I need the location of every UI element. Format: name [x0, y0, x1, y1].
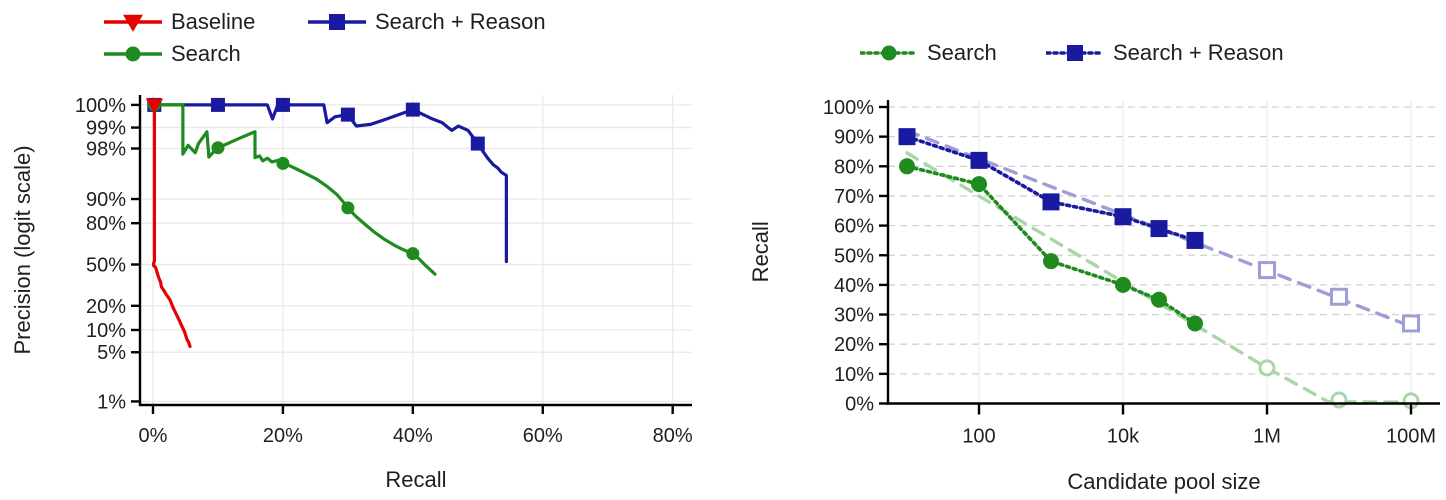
svg-text:50%: 50% — [86, 255, 126, 277]
recall-vs-pool-chart: 0% 10% 20% 30% 40% 50% 60% 70% 80% 90% 100% 100 10k 1… — [748, 97, 1440, 494]
svg-text:80%: 80% — [653, 425, 693, 447]
svg-text:Precision (logit scale): Precision (logit scale) — [10, 145, 35, 354]
svg-text:20%: 20% — [263, 425, 303, 447]
svg-text:10%: 10% — [86, 320, 126, 342]
svg-text:Recall: Recall — [748, 221, 773, 282]
legend-item-search-reason-right: Search + Reason — [1046, 40, 1284, 66]
baseline-legend-marker — [104, 14, 162, 32]
svg-text:100M: 100M — [1386, 426, 1436, 448]
search-reason-legend-marker-right — [1046, 45, 1104, 61]
left-axes: 100%99%98%90%80%50%20%10%5%1%0% 20% 40% 60%… — [10, 95, 693, 492]
svg-text:40%: 40% — [393, 425, 433, 447]
svg-text:100%: 100% — [75, 95, 126, 117]
svg-text:90%: 90% — [86, 189, 126, 211]
series-search — [147, 98, 437, 276]
legend-item-search-reason-left: Search + Reason — [308, 9, 546, 35]
legend-label-search-reason-right: Search + Reason — [1113, 40, 1284, 65]
series-baseline — [145, 98, 192, 349]
svg-text:0%: 0% — [139, 425, 168, 447]
legend-label-search-right: Search — [927, 40, 997, 65]
right-axes: 0% 10% 20% 30% 40% 50% 60% 70% 80% 90% 100% 100 10k 1… — [748, 97, 1440, 494]
svg-text:80%: 80% — [834, 156, 874, 178]
series-search-reason — [898, 128, 1420, 333]
svg-text:98%: 98% — [86, 139, 126, 161]
svg-text:100%: 100% — [823, 97, 874, 119]
svg-text:Recall: Recall — [385, 467, 446, 492]
search-legend-marker — [104, 46, 162, 62]
search-reason-legend-marker — [308, 14, 366, 30]
svg-text:1%: 1% — [97, 391, 126, 413]
svg-text:30%: 30% — [834, 305, 874, 327]
right-gridlines — [888, 100, 1440, 404]
svg-text:10k: 10k — [1107, 426, 1140, 448]
svg-text:Candidate pool size: Candidate pool size — [1067, 469, 1260, 494]
search-legend-marker-right — [860, 45, 918, 61]
legend-label-search-left: Search — [171, 41, 241, 66]
precision-recall-chart: 100%99%98%90%80%50%20%10%5%1%0% 20% 40% 60%… — [10, 95, 693, 492]
svg-text:60%: 60% — [834, 216, 874, 238]
svg-text:50%: 50% — [834, 245, 874, 267]
svg-text:70%: 70% — [834, 186, 874, 208]
legend-label-search-reason-left: Search + Reason — [375, 9, 546, 34]
svg-text:5%: 5% — [97, 342, 126, 364]
svg-text:80%: 80% — [86, 213, 126, 235]
svg-text:0%: 0% — [845, 394, 874, 416]
legend-item-baseline: Baseline — [104, 9, 255, 35]
svg-text:99%: 99% — [86, 118, 126, 140]
legend-item-search-left: Search — [104, 41, 241, 67]
series-search-reason — [147, 97, 508, 264]
svg-text:90%: 90% — [834, 127, 874, 149]
legend-item-search-right: Search — [860, 40, 997, 66]
svg-text:100: 100 — [962, 426, 995, 448]
svg-text:60%: 60% — [523, 425, 563, 447]
svg-text:20%: 20% — [86, 296, 126, 318]
svg-text:40%: 40% — [834, 275, 874, 297]
legend-label-baseline: Baseline — [171, 9, 256, 34]
svg-text:10%: 10% — [834, 364, 874, 386]
svg-text:1M: 1M — [1253, 426, 1281, 448]
svg-text:20%: 20% — [834, 334, 874, 356]
